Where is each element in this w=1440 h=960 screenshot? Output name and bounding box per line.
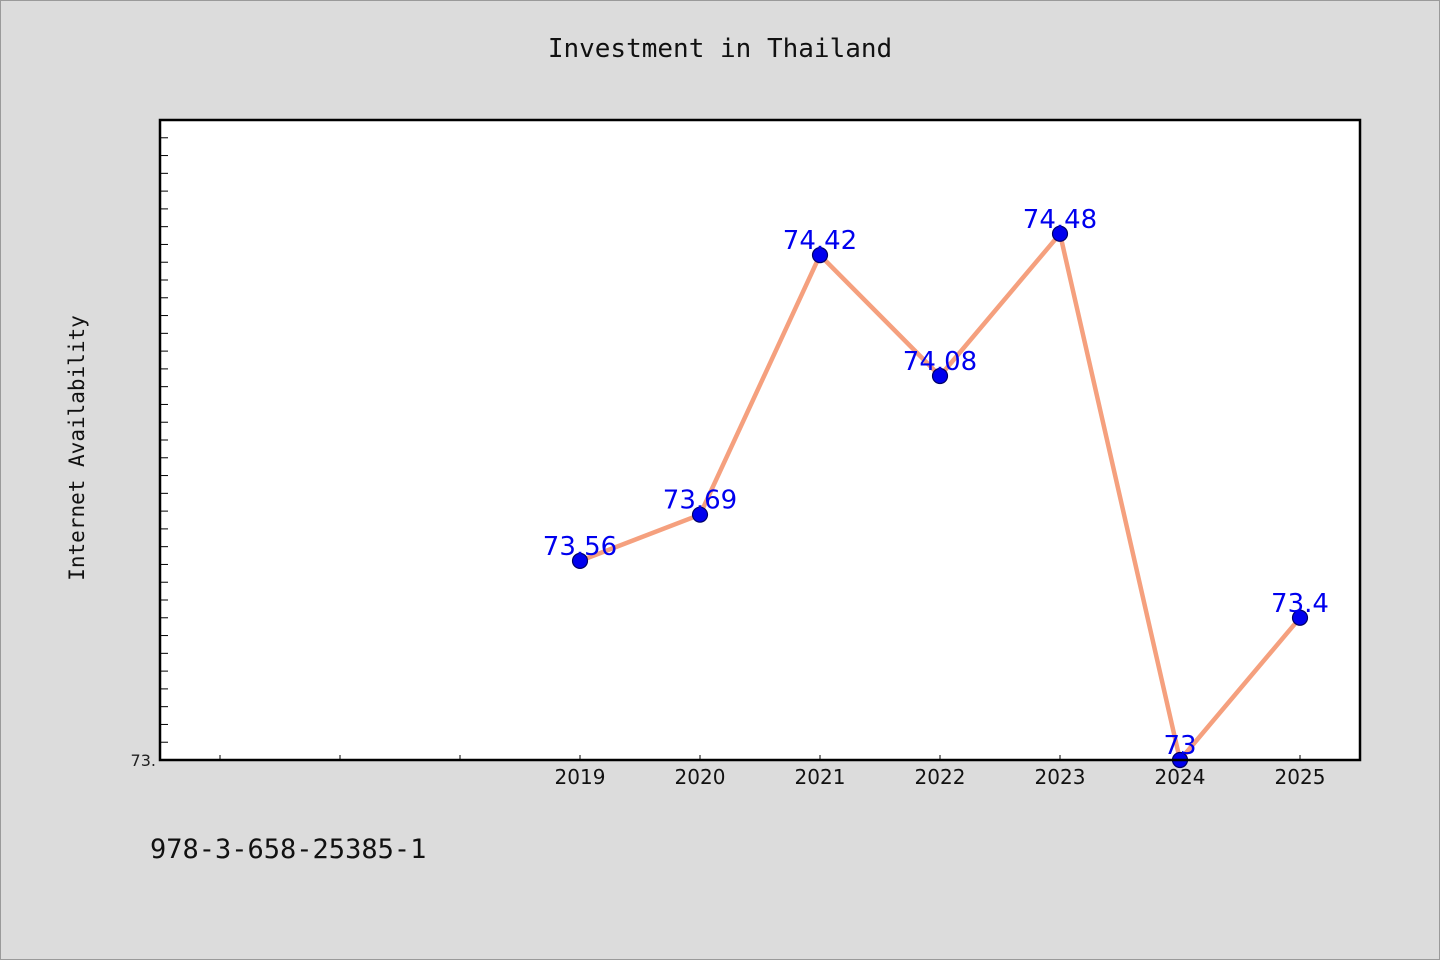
data-label: 73.4 xyxy=(1271,589,1329,619)
data-point xyxy=(811,247,829,264)
data-point xyxy=(1291,609,1309,626)
isbn-footnote: 978-3-658-25385-1 xyxy=(150,834,427,865)
data-label: 74.48 xyxy=(1023,205,1097,235)
y-minor-ticks xyxy=(160,137,168,743)
data-point xyxy=(1051,225,1069,242)
data-label: 73 xyxy=(1163,731,1196,761)
x-axis-ticks: 2019 2020 2021 2022 2023 2024 2025 xyxy=(219,755,1326,789)
x-tick-label: 2020 xyxy=(675,765,726,789)
data-markers xyxy=(571,225,1309,769)
data-point xyxy=(571,552,589,569)
x-tick-label: 2019 xyxy=(555,765,606,789)
y-tick-labels: 73. xyxy=(131,751,156,770)
data-point xyxy=(931,367,949,385)
chart-title: Investment in Thailand xyxy=(547,34,893,64)
data-label: 74.08 xyxy=(903,347,977,377)
data-point xyxy=(691,506,709,523)
y-tick-label: 73. xyxy=(131,751,156,770)
data-label: 73.69 xyxy=(663,486,737,516)
x-tick-label: 2021 xyxy=(795,765,846,789)
x-tick-label: 2025 xyxy=(1275,765,1326,789)
plot-area xyxy=(160,120,1360,760)
x-tick-label: 2022 xyxy=(915,765,966,789)
x-tick-label: 2024 xyxy=(1155,765,1206,789)
data-label: 73.56 xyxy=(543,532,617,562)
data-labels: 73.56 73.69 74.42 74.08 74.48 73 73.4 xyxy=(543,205,1329,761)
plot-border xyxy=(158,118,1362,762)
data-label: 74.42 xyxy=(783,226,857,256)
x-tick-label: 2023 xyxy=(1035,765,1086,789)
